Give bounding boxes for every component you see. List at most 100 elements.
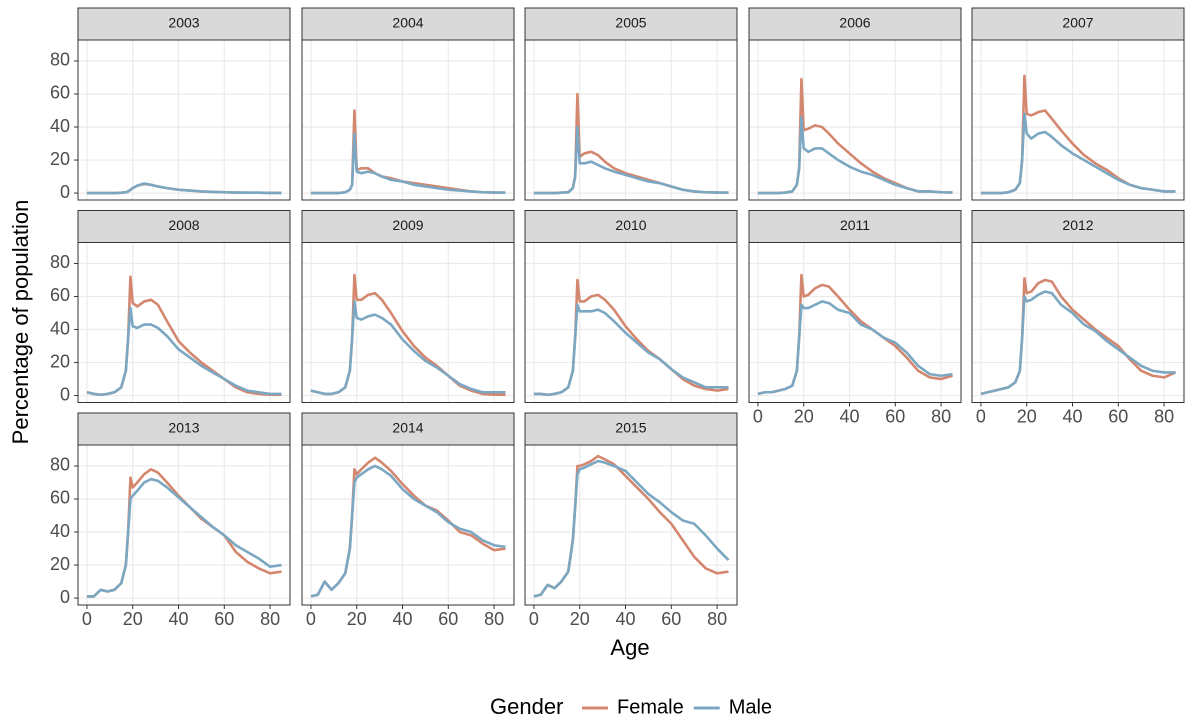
plot-bg xyxy=(302,40,514,200)
panel-border xyxy=(524,444,738,606)
y-tick-label: 40 xyxy=(50,318,70,338)
y-tick-label: 20 xyxy=(50,149,70,169)
y-tick-label: 60 xyxy=(50,488,70,508)
strip xyxy=(524,7,738,41)
panel-title: 2004 xyxy=(392,15,423,31)
legend-label: Male xyxy=(729,696,772,718)
y-tick-label: 40 xyxy=(50,521,70,541)
y-tick-label: 40 xyxy=(50,116,70,136)
series-line xyxy=(310,464,506,598)
x-tick-label: 20 xyxy=(794,406,814,426)
x-tick-label: 0 xyxy=(82,609,92,629)
plot-bg xyxy=(972,242,1184,403)
plot-bg xyxy=(525,242,737,403)
panel-title: 2006 xyxy=(839,15,870,31)
x-tick-label: 20 xyxy=(347,609,367,629)
x-tick-label: 40 xyxy=(615,609,635,629)
plot-bg xyxy=(78,445,290,605)
y-tick-label: 0 xyxy=(60,384,70,404)
panel-title: 2005 xyxy=(615,15,646,31)
panel-title: 2014 xyxy=(392,420,423,436)
panel-border xyxy=(748,242,962,403)
y-tick-label: 60 xyxy=(50,83,70,103)
x-tick-label: 80 xyxy=(1154,406,1174,426)
y-tick-label: 20 xyxy=(50,351,70,371)
y-tick-label: 60 xyxy=(50,285,70,305)
strip xyxy=(301,7,515,41)
x-tick-label: 40 xyxy=(1062,406,1082,426)
panel-border xyxy=(524,39,738,201)
panel-border xyxy=(77,242,291,403)
strip xyxy=(971,7,1185,41)
plot-bg xyxy=(302,445,514,605)
x-tick-label: 60 xyxy=(214,609,234,629)
panel-title: 2003 xyxy=(168,15,199,31)
y-tick-label: 0 xyxy=(60,182,70,202)
x-tick-label: 80 xyxy=(931,406,951,426)
x-tick-label: 20 xyxy=(123,609,143,629)
strip xyxy=(524,412,738,446)
plot-bg xyxy=(525,40,737,200)
plot-bg xyxy=(972,40,1184,200)
series-line xyxy=(310,300,506,396)
x-tick-label: 40 xyxy=(168,609,188,629)
panel-title: 2010 xyxy=(615,217,646,233)
x-tick-label: 20 xyxy=(1017,406,1037,426)
series-line xyxy=(533,303,729,397)
x-tick-label: 80 xyxy=(707,609,727,629)
x-tick-label: 0 xyxy=(976,406,986,426)
panel-border xyxy=(301,39,515,201)
plot-bg xyxy=(78,242,290,403)
x-tick-label: 80 xyxy=(260,609,280,629)
x-tick-label: 60 xyxy=(661,609,681,629)
x-tick-label: 40 xyxy=(392,609,412,629)
x-tick-label: 60 xyxy=(885,406,905,426)
panel-title: 2013 xyxy=(168,420,199,436)
panel-title: 2012 xyxy=(1062,217,1093,233)
series-line xyxy=(86,182,282,195)
series-line xyxy=(533,125,729,195)
series-line xyxy=(533,459,730,598)
plot-bg xyxy=(302,242,514,403)
y-tick-label: 80 xyxy=(50,50,70,70)
series-line xyxy=(980,112,1176,195)
panel-title: 2011 xyxy=(840,217,870,233)
series-line xyxy=(757,300,953,396)
panel-title: 2008 xyxy=(168,217,199,233)
plot-bg xyxy=(525,445,737,605)
x-tick-label: 0 xyxy=(306,609,316,629)
strip xyxy=(748,7,962,41)
panel-title: 2007 xyxy=(1062,15,1093,31)
panel-title: 2009 xyxy=(392,217,423,233)
strip xyxy=(77,7,291,41)
x-tick-label: 60 xyxy=(1108,406,1128,426)
series-line xyxy=(310,132,506,195)
strip xyxy=(301,412,515,446)
y-tick-label: 20 xyxy=(50,554,70,574)
y-tick-label: 80 xyxy=(50,455,70,475)
y-tick-label: 0 xyxy=(60,587,70,607)
panel-border xyxy=(301,242,515,403)
panel-title: 2015 xyxy=(615,420,646,436)
strip xyxy=(77,412,291,446)
series-line xyxy=(86,477,282,598)
y-tick-label: 80 xyxy=(50,252,70,272)
series-line xyxy=(757,115,953,195)
panel-border xyxy=(77,444,291,606)
panel-border xyxy=(971,242,1185,403)
panel-border xyxy=(77,39,291,201)
panel-border xyxy=(971,39,1185,201)
x-tick-label: 0 xyxy=(753,406,763,426)
x-tick-label: 20 xyxy=(570,609,590,629)
x-tick-label: 0 xyxy=(529,609,539,629)
x-tick-label: 80 xyxy=(484,609,504,629)
x-tick-label: 60 xyxy=(438,609,458,629)
legend-label: Female xyxy=(617,696,684,718)
legend-title: Gender xyxy=(490,694,563,719)
panel-border xyxy=(301,444,515,606)
plot-bg xyxy=(78,40,290,200)
panel-border xyxy=(748,39,962,201)
x-axis-title: Age xyxy=(610,635,649,660)
x-tick-label: 40 xyxy=(839,406,859,426)
